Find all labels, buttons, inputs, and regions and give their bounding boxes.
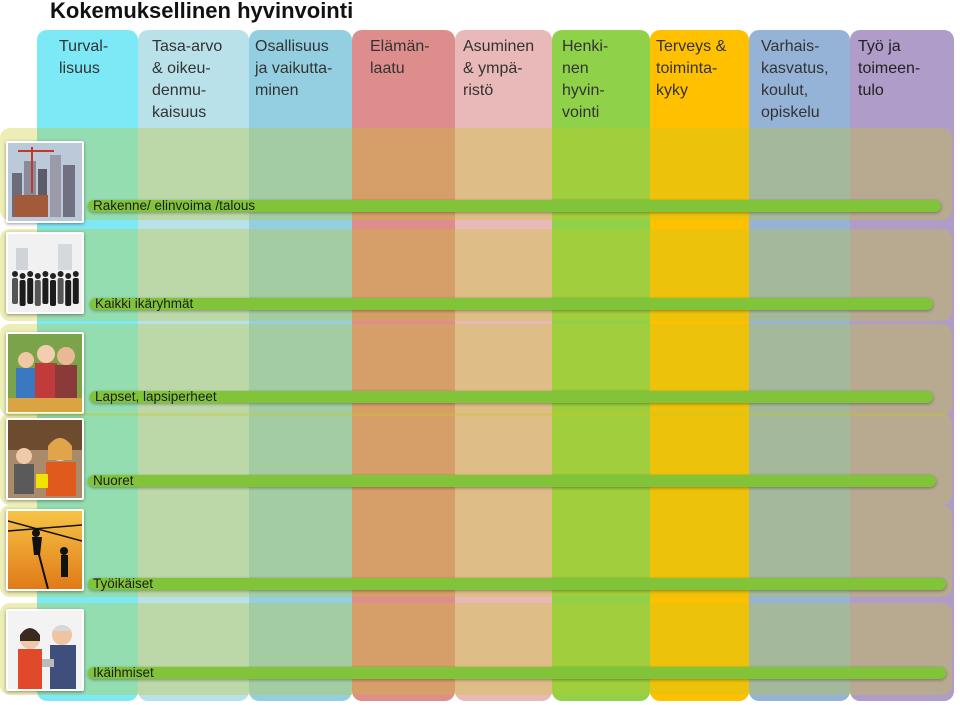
category-header: Varhais- kasvatus, koulut, opiskelu [761,38,829,121]
group-row-label: Lapset, lapsiperheet [95,389,217,404]
workers-silhouettes-sunset-photo [6,509,84,591]
category-header: Elämän- laatu [370,38,430,77]
group-row-label: Nuoret [93,473,134,488]
city-skyline-construction-photo [6,141,84,223]
category-header: Terveys & toiminta- kyky [656,38,727,99]
group-row-bar [88,667,946,679]
group-row-bar [88,578,946,590]
group-row-label: Ikäihmiset [93,665,154,680]
diagram-title: Kokemuksellinen hyvinvointi [50,0,354,23]
category-header: Osallisuus ja vaikutta- minen [255,38,333,99]
people-silhouettes-photo [6,232,84,314]
group-row-bar [90,391,933,403]
group-row-label: Kaikki ikäryhmät [95,296,194,311]
group-row-bar [88,200,941,212]
category-header: Asuminen & ympä- ristö [463,38,535,99]
group-row-bar [88,475,936,487]
group-row-label: Työikäiset [93,576,154,591]
category-header: Henki- nen hyvin- vointi [562,38,609,121]
elderly-couple-photo [6,609,84,691]
category-header: Tasa-arvo & oikeu- denmu- kaisuus [152,38,223,121]
group-row-bar [90,298,933,310]
group-row-band [0,603,952,695]
family-children-photo [6,332,84,414]
students-classroom-photo [6,418,84,500]
category-header: Työ ja toimeen- tulo [858,38,921,99]
group-row-label: Rakenne/ elinvoima /talous [93,198,256,213]
group-row-band [0,413,952,505]
category-header: Turval- lisuus [59,38,109,77]
